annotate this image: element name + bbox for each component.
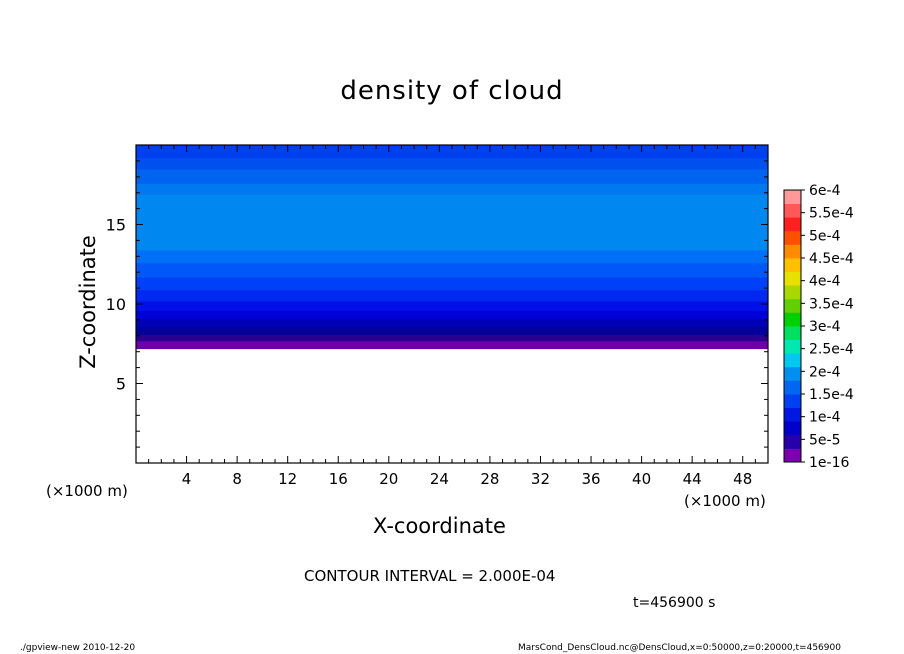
contour-plot [136,145,768,350]
y-tick-label: 5 [116,375,126,394]
colorbar-swatch-19 [784,190,801,204]
colorbar-label: 5e-4 [809,228,841,244]
contour-band-8 [136,262,768,278]
footer-program-date: ./gpview-new 2010-12-20 [20,643,136,653]
colorbar-swatch-10 [784,312,801,327]
contour-band-6 [136,289,768,302]
colorbar-label: 2e-4 [809,364,841,380]
y-tick-label: 10 [106,295,126,314]
x-unit-right: (×1000 m) [684,492,766,510]
colorbar-label: 1.5e-4 [809,387,854,403]
contour-band-7 [136,276,768,291]
contour-band-2 [136,326,768,335]
colorbar-swatch-2 [784,421,801,436]
y-axis-label: Z-coordinate [76,235,100,369]
contour-band-5 [136,300,768,311]
x-tick-label: 12 [278,470,297,488]
contour-band-9 [136,249,768,264]
colorbar-swatch-17 [784,217,801,232]
colorbar-swatch-15 [784,244,801,259]
contour-band-12 [136,168,768,184]
colorbar-swatch-16 [784,230,801,245]
x-tick-label: 36 [581,470,600,488]
colorbar-swatch-7 [784,353,801,368]
colorbar-swatch-6 [784,366,801,381]
colorbar-swatch-14 [784,258,801,272]
colorbar-label: 1e-4 [809,410,841,426]
colorbar-swatch-4 [784,394,801,408]
time-label: t=456900 s [633,595,716,611]
colorbar-label: 3.5e-4 [809,296,854,312]
contour-band-13 [136,157,768,170]
x-tick-label: 28 [480,470,499,488]
contour-interval: CONTOUR INTERVAL = 2.000E-04 [304,567,556,585]
x-tick-label: 40 [632,470,651,488]
colorbar-swatch-1 [784,434,801,449]
colorbar-swatch-12 [784,285,801,300]
colorbar-label: 2.5e-4 [809,342,854,358]
x-tick-label: 48 [733,470,752,488]
x-tick-label: 8 [232,470,242,488]
contour-band-10 [136,194,768,251]
y-axis-label-box: Z-coordinate [68,222,108,382]
contour-band-0 [136,340,768,350]
colorbar-label: 5e-5 [809,432,840,448]
colorbar-label: 4.5e-4 [809,251,854,267]
colorbar-label: 4e-4 [809,274,841,290]
chart-title: density of cloud [340,76,564,106]
x-unit-left: (×1000 m) [46,482,128,500]
contour-band-11 [136,183,768,195]
x-tick-label: 20 [379,470,398,488]
colorbar-label: 5.5e-4 [809,206,854,222]
contour-band-1 [136,334,768,342]
colorbar-swatch-0 [784,448,801,463]
colorbar-label: 6e-4 [809,183,841,199]
contour-band-4 [136,310,768,319]
colorbar-swatch-8 [784,339,801,354]
y-tick-label: 15 [106,216,126,235]
colorbar-swatch-18 [784,203,801,218]
footer-source: MarsCond_DensCloud.nc@DensCloud,x=0:5000… [518,643,841,653]
x-tick-label: 24 [430,470,449,488]
colorbar-swatch-13 [784,271,801,286]
colorbar-swatch-11 [784,298,801,313]
contour-band-14 [136,145,768,159]
colorbar-swatch-9 [784,326,801,340]
colorbar-swatch-3 [784,407,801,422]
x-tick-label: 32 [531,470,550,488]
colorbar: 1e-16 5e-5 1e-4 1.5e-4 2e-4 2.5e-4 3e-4 3.5e-4 4… [783,183,854,471]
colorbar-label: 3e-4 [809,319,841,335]
colorbar-swatch-5 [784,380,801,395]
x-axis-label: X-coordinate [373,514,506,538]
x-tick-label: 4 [182,470,192,488]
colorbar-label: 1e-16 [809,455,849,471]
contour-band-3 [136,318,768,327]
x-tick-label: 16 [329,470,348,488]
x-tick-label: 44 [683,470,702,488]
